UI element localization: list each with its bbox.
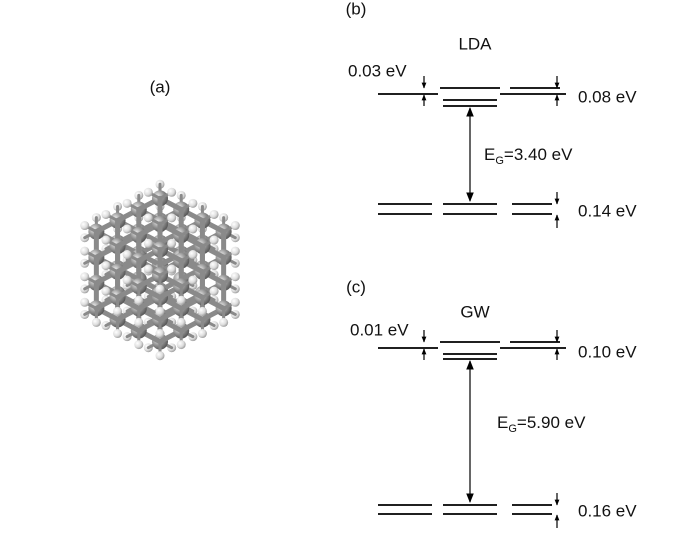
panel-label: (c)	[346, 277, 366, 296]
panel-c: (c) GW 0.01 eV 0.10 eV EG=5.90 eV 0.16 e…	[346, 277, 637, 528]
hydrogen-atom	[80, 298, 89, 307]
hydrogen-atom	[177, 296, 186, 305]
hydrogen-atom	[101, 261, 110, 270]
split-label: 0.03 eV	[348, 61, 407, 80]
gap-symbol: E	[497, 413, 508, 432]
figure: (a) (b) LDA 0.03 eV 0.08 eV EG=3.40 eV 0…	[0, 0, 677, 536]
hydrogen-atom	[198, 329, 207, 338]
hydrogen-atom	[177, 318, 186, 327]
hydrogen-atom	[92, 318, 101, 327]
gap-symbol: E	[484, 145, 495, 164]
hydrogen-atom	[144, 188, 153, 197]
hydrogen-atom	[144, 213, 153, 222]
spread-label: 0.14 eV	[578, 201, 637, 220]
hydrogen-atom	[188, 250, 197, 259]
hydrogen-atom	[113, 329, 122, 338]
panel-label: (a)	[150, 77, 171, 96]
hydrogen-atom	[156, 329, 165, 338]
spread-label: 0.10 eV	[578, 342, 637, 361]
hydrogen-atom	[80, 221, 89, 230]
hydrogen-atom	[101, 287, 110, 296]
method-label: LDA	[458, 34, 492, 53]
hydrogen-atom	[167, 188, 176, 197]
panel-b: (b) LDA 0.03 eV 0.08 eV EG=3.40 eV 0.14 …	[346, 0, 638, 228]
hydrogen-atom	[231, 221, 240, 230]
hydrogen-atom	[188, 276, 197, 285]
hydrogen-atom	[198, 307, 207, 316]
hydrogen-atom	[80, 247, 89, 256]
method-label: GW	[460, 302, 489, 321]
hydrogen-atom	[210, 261, 219, 270]
hydrogen-atom	[134, 296, 143, 305]
hydrogen-atom	[167, 239, 176, 248]
hydrogen-atom	[113, 307, 122, 316]
gap-label: EG=3.40 eV	[484, 145, 573, 166]
gap-value: =5.90 eV	[517, 413, 586, 432]
hydrogen-atom	[123, 276, 132, 285]
hydrogen-atom	[231, 247, 240, 256]
hydrogen-atom	[231, 298, 240, 307]
hydrogen-atom	[177, 340, 186, 349]
hydrogen-atom	[188, 199, 197, 208]
gap-subscript: G	[508, 423, 517, 435]
spread-label: 0.08 eV	[578, 87, 637, 106]
hydrogen-atom	[134, 318, 143, 327]
hydrogen-atom	[210, 236, 219, 245]
hydrogen-atom	[156, 351, 165, 360]
hydrogen-atom	[101, 210, 110, 219]
gap-subscript: G	[495, 155, 504, 167]
hydrogen-atom	[156, 307, 165, 316]
hydrogen-atom	[188, 224, 197, 233]
hydrogen-atom	[123, 250, 132, 259]
hydrogen-atom	[123, 224, 132, 233]
gap-value: =3.40 eV	[504, 145, 573, 164]
hydrogen-atom	[144, 239, 153, 248]
spread-label: 0.16 eV	[578, 501, 637, 520]
hydrogen-atom	[123, 199, 132, 208]
molecule	[80, 180, 240, 360]
hydrogen-atom	[219, 318, 228, 327]
hydrogen-atom	[101, 236, 110, 245]
hydrogen-atom	[156, 285, 165, 294]
hydrogen-atom	[144, 265, 153, 274]
gap-label: EG=5.90 eV	[497, 413, 586, 434]
hydrogen-atom	[210, 210, 219, 219]
hydrogen-atom	[167, 265, 176, 274]
hydrogen-atom	[231, 272, 240, 281]
hydrogen-atom	[80, 272, 89, 281]
split-label: 0.01 eV	[350, 320, 409, 339]
hydrogen-atom	[134, 340, 143, 349]
hydrogen-atom	[167, 213, 176, 222]
panel-label: (b)	[346, 0, 367, 18]
hydrogen-atom	[210, 287, 219, 296]
